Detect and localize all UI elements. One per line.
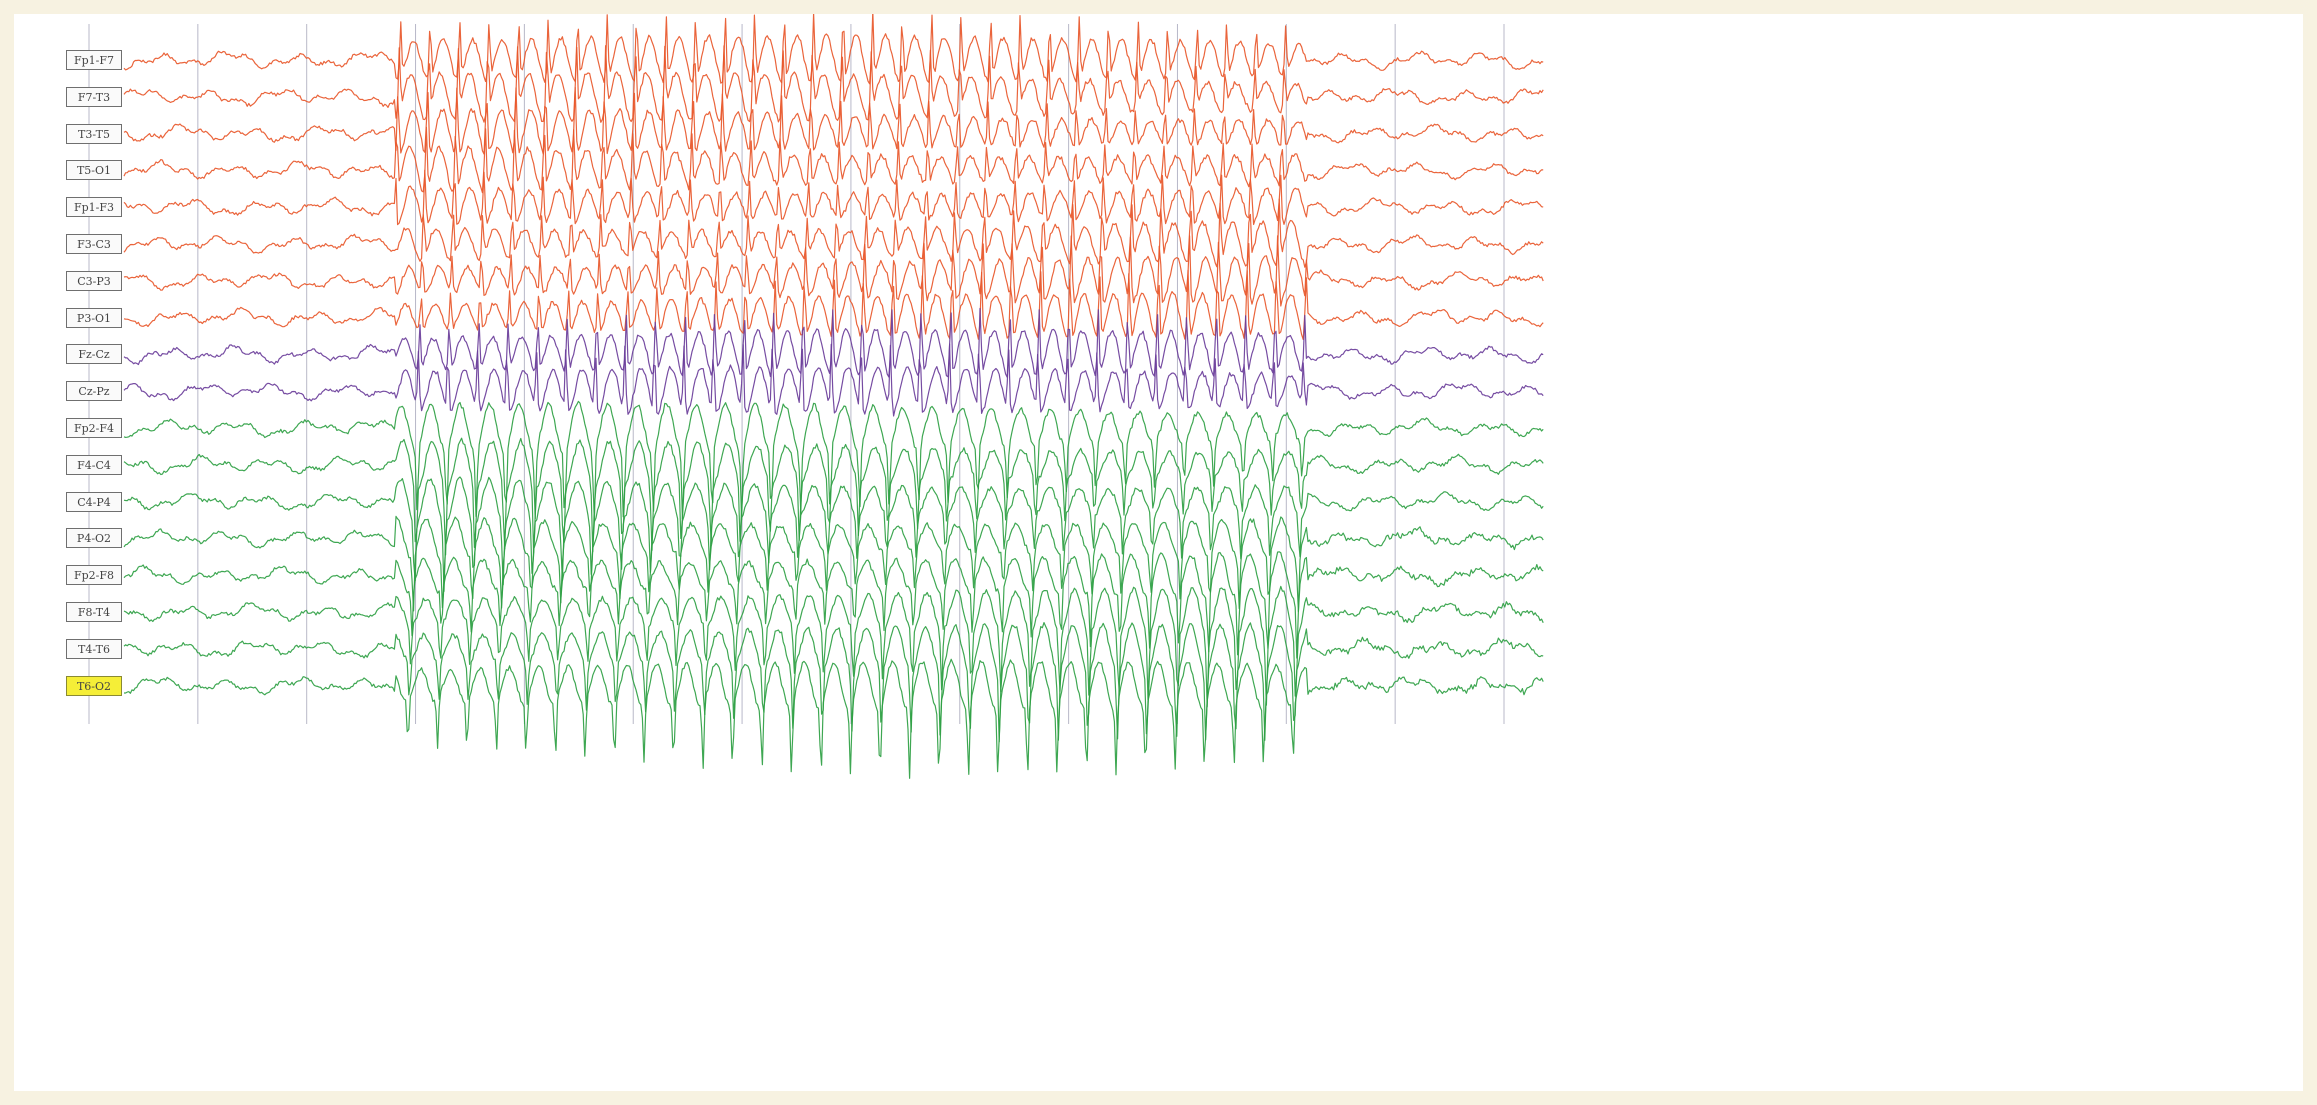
eeg-viewer: Fp1-F7 F7-T3 T3-T5 T5-O1 Fp1-F3 F3-C3 C3-P3 P3-… [14,14,2303,1091]
channel-label-fp2-f4[interactable]: Fp2-F4 [66,418,122,438]
trace-c3-p3 [123,235,1544,307]
trace-t6-o2 [124,658,1544,779]
channel-label-f3-c3[interactable]: F3-C3 [66,234,122,254]
channel-label-f8-t4[interactable]: F8-T4 [66,602,122,622]
trace-t3-t5 [123,87,1544,155]
trace-t5-o1 [123,126,1544,194]
channel-label-t6-o2[interactable]: T6-O2 [66,675,122,696]
trace-f4-c4 [123,437,1544,556]
trace-f7-t3 [123,45,1544,123]
channel-label-fp1-f7[interactable]: Fp1-F7 [66,50,122,70]
trace-fp1-f3 [123,169,1544,226]
trace-fp1-f7 [123,14,1544,85]
trace-fp2-f8 [123,551,1544,659]
channel-label-fp1-f3[interactable]: Fp1-F3 [66,197,122,218]
channel-label-t4-t6[interactable]: T4-T6 [66,638,122,659]
channel-label-fp2-f8[interactable]: Fp2-F8 [66,565,122,586]
eeg-traces-canvas [88,14,1544,779]
trace-t4-t6 [123,622,1544,743]
channel-label-cz-pz[interactable]: Cz-Pz [66,381,122,402]
trace-p4-o2 [123,515,1544,613]
channel-label-c4-p4[interactable]: C4-P4 [66,491,122,512]
channel-label-c3-p3[interactable]: C3-P3 [66,270,122,291]
channel-label-p3-o1[interactable]: P3-O1 [66,307,122,328]
channel-label-t5-o1[interactable]: T5-O1 [66,160,122,181]
trace-fp2-f4 [123,400,1544,522]
trace-cz-pz [123,343,1544,417]
channel-label-f7-t3[interactable]: F7-T3 [66,86,122,107]
channel-label-fz-cz[interactable]: Fz-Cz [66,344,122,365]
channel-label-t3-t5[interactable]: T3-T5 [66,123,122,144]
trace-c4-p4 [123,476,1544,592]
trace-f8-t4 [123,585,1544,708]
trace-p3-o1 [123,269,1544,340]
trace-fz-cz [123,307,1544,378]
channel-label-f4-c4[interactable]: F4-C4 [66,454,122,475]
channel-label-p4-o2[interactable]: P4-O2 [66,528,122,549]
